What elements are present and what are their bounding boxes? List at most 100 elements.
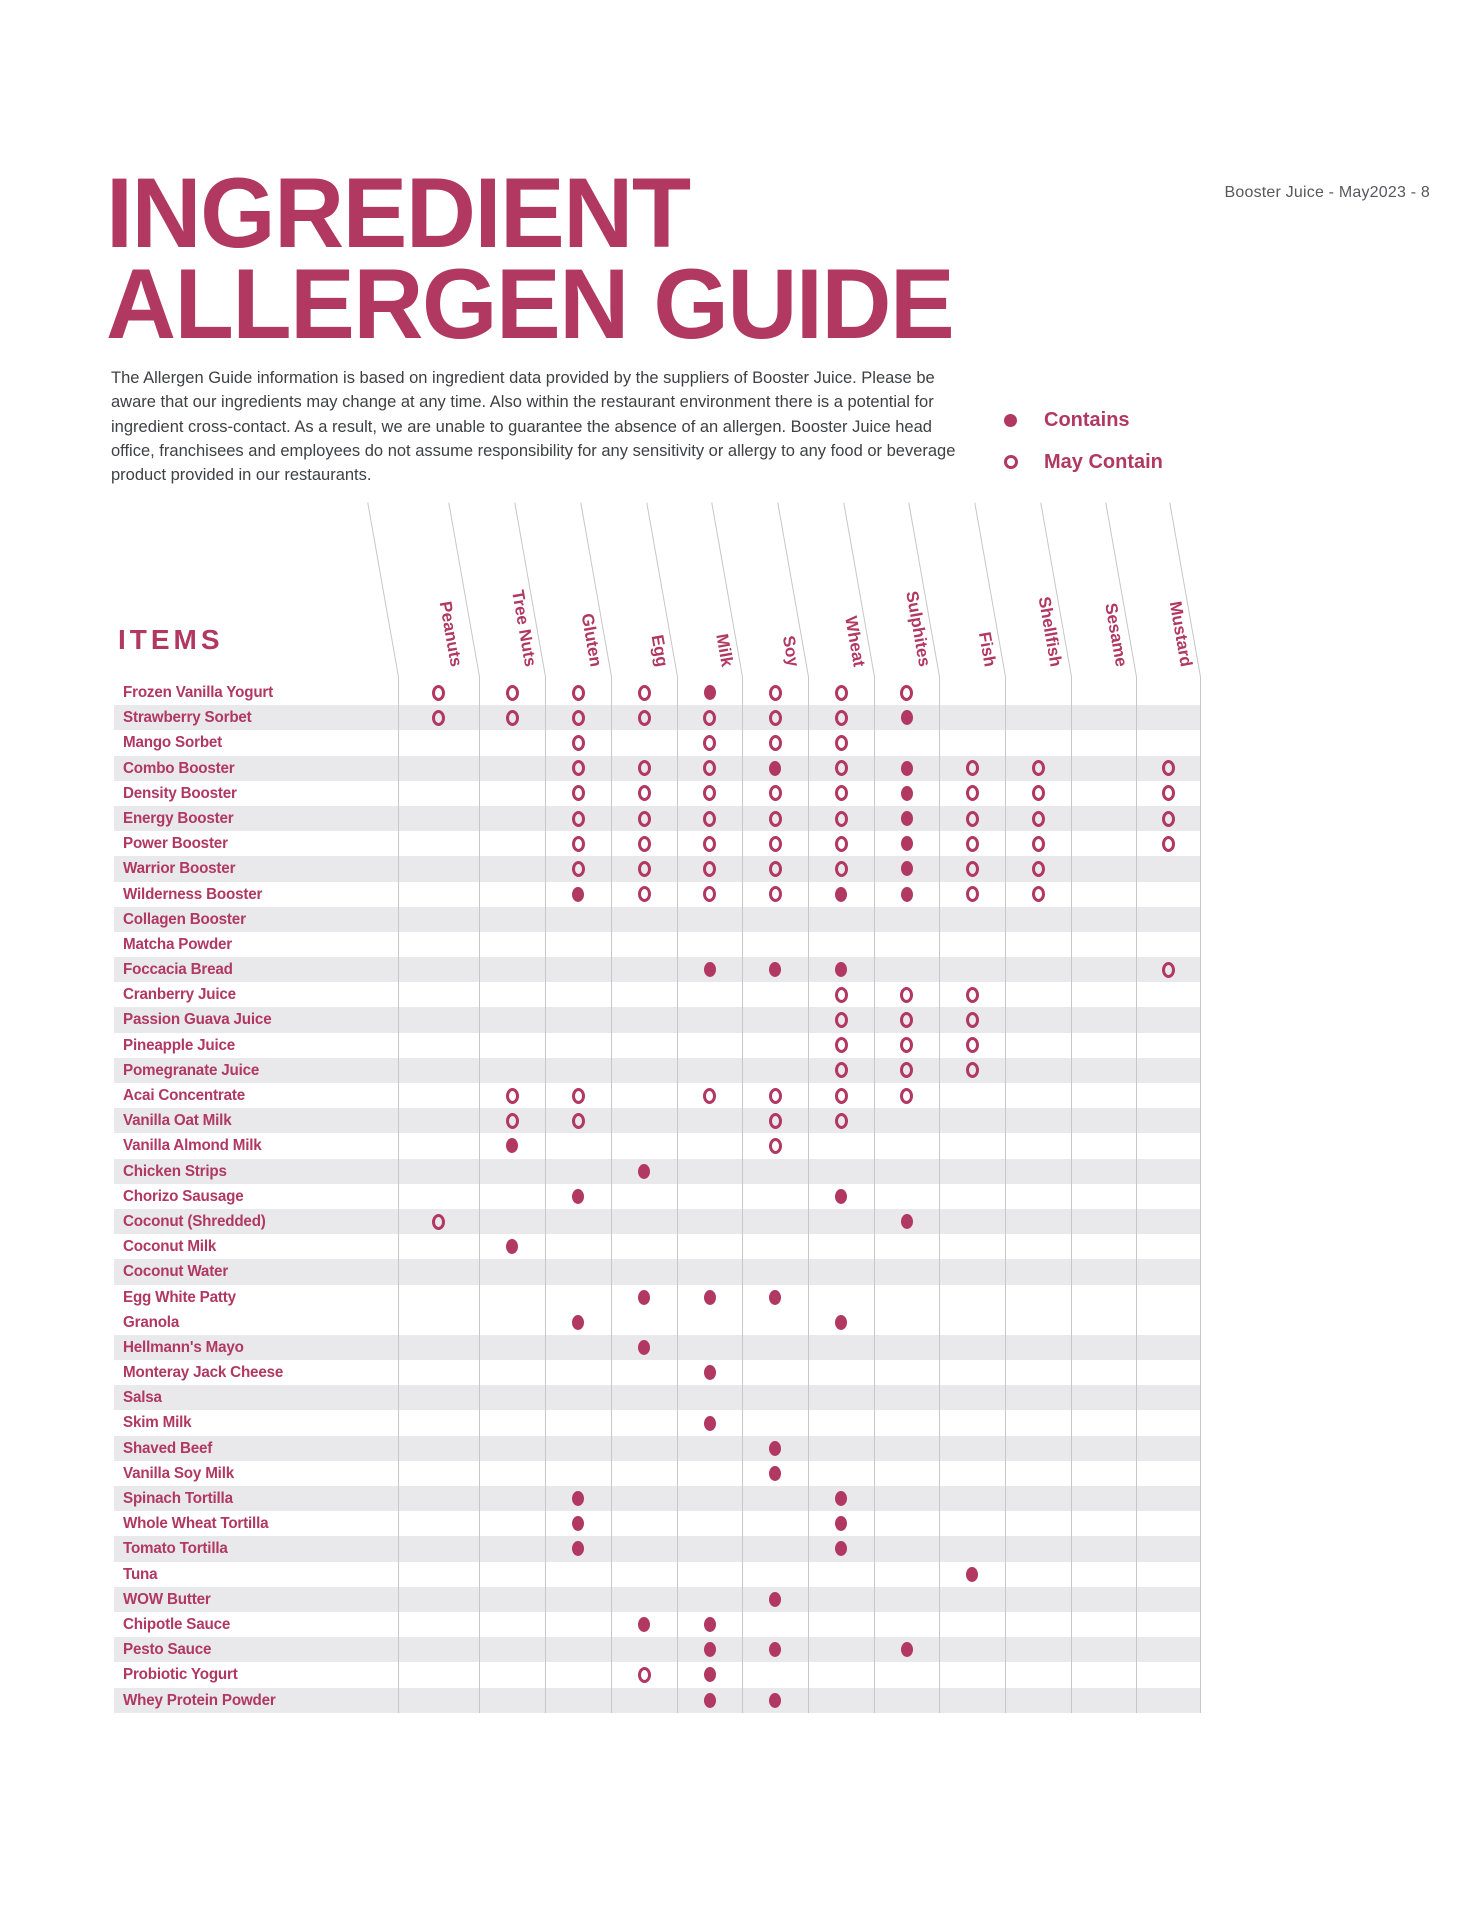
may-contain-mark bbox=[965, 835, 979, 852]
item-label: Chorizo Sausage bbox=[123, 1187, 244, 1205]
contains-mark bbox=[506, 1239, 518, 1255]
may-contain-mark bbox=[571, 734, 585, 751]
item-label: Coconut Water bbox=[123, 1263, 229, 1281]
item-label: Wilderness Booster bbox=[123, 885, 263, 903]
allergen-column-header: Mustard bbox=[1165, 599, 1196, 669]
row-stripe bbox=[114, 705, 1200, 731]
may-contain-mark bbox=[432, 709, 445, 726]
table-row: Coconut (Shredded) bbox=[0, 1208, 1484, 1235]
contains-mark bbox=[703, 1642, 716, 1658]
contains-mark bbox=[572, 1541, 584, 1557]
allergen-column-header: Sulphites bbox=[902, 589, 935, 669]
may-contain-mark bbox=[1031, 810, 1045, 827]
row-stripe bbox=[114, 957, 1200, 983]
may-contain-mark bbox=[571, 1112, 585, 1129]
row-stripe bbox=[114, 1108, 1200, 1134]
contains-mark bbox=[835, 886, 847, 902]
row-stripe bbox=[114, 755, 1200, 781]
contains-mark bbox=[572, 1188, 584, 1204]
contains-mark bbox=[638, 1617, 650, 1633]
may-contain-mark bbox=[900, 1037, 913, 1054]
table-row: Tuna bbox=[0, 1562, 1484, 1587]
legend-may-contain-row: May Contain bbox=[1004, 450, 1163, 474]
row-stripe bbox=[114, 1259, 1200, 1285]
contains-mark bbox=[900, 710, 913, 726]
table-row: Wilderness Booster bbox=[0, 882, 1484, 907]
item-label: Pomegranate Juice bbox=[123, 1061, 260, 1079]
contains-mark bbox=[769, 760, 781, 776]
item-label: Chicken Strips bbox=[123, 1162, 227, 1180]
contains-mark bbox=[835, 1541, 847, 1557]
item-label: Egg White Patty bbox=[123, 1288, 236, 1306]
contains-mark bbox=[638, 1289, 650, 1305]
may-contain-mark bbox=[1161, 835, 1175, 852]
may-contain-mark bbox=[1031, 785, 1045, 802]
may-contain-mark bbox=[571, 785, 585, 802]
table-row: Chicken Strips bbox=[0, 1158, 1484, 1184]
row-stripe bbox=[114, 1586, 1200, 1612]
may-contain-mark bbox=[703, 760, 716, 777]
may-contain-mark bbox=[834, 684, 848, 701]
item-label: Pesto Sauce bbox=[123, 1641, 212, 1659]
may-contain-mark bbox=[834, 760, 848, 777]
legend-contains-label: Contains bbox=[1044, 408, 1130, 431]
allergen-column-header: Sesame bbox=[1101, 601, 1132, 669]
table-row: Whey Protein Powder bbox=[0, 1687, 1484, 1713]
may-contain-mark bbox=[703, 860, 716, 877]
allergen-column-header: Soy bbox=[778, 634, 803, 669]
table-row: Power Booster bbox=[0, 831, 1484, 856]
may-contain-mark bbox=[768, 785, 782, 802]
table-row: Spinach Tortilla bbox=[0, 1486, 1484, 1512]
row-stripe bbox=[114, 1385, 1200, 1411]
column-divider-line bbox=[479, 677, 480, 1713]
row-stripe bbox=[114, 1158, 1200, 1184]
page-reference: Booster Juice - May2023 - 8 bbox=[1224, 184, 1430, 201]
item-label: Frozen Vanilla Yogurt bbox=[123, 684, 274, 701]
item-label: Energy Booster bbox=[123, 809, 234, 827]
column-divider-line bbox=[1200, 677, 1201, 1713]
may-contain-mark bbox=[768, 860, 782, 877]
allergen-column-header: Egg bbox=[647, 633, 672, 669]
may-contain-mark bbox=[768, 684, 782, 701]
table-row: Granola bbox=[0, 1310, 1484, 1335]
may-contain-mark bbox=[965, 760, 979, 777]
item-label: Matcha Powder bbox=[123, 935, 233, 953]
may-contain-mark bbox=[637, 760, 651, 777]
item-label: Spinach Tortilla bbox=[123, 1490, 233, 1507]
table-row: Whole Wheat Tortilla bbox=[0, 1511, 1484, 1536]
contains-mark bbox=[835, 1188, 847, 1204]
table-row: Skim Milk bbox=[0, 1410, 1484, 1435]
column-divider-line bbox=[874, 677, 875, 1713]
may-contain-mark bbox=[637, 886, 651, 903]
column-divider-line bbox=[1005, 677, 1006, 1713]
may-contain-mark bbox=[571, 684, 585, 701]
contains-mark bbox=[769, 962, 781, 978]
item-label: Strawberry Sorbet bbox=[123, 709, 252, 727]
may-contain-mark bbox=[900, 986, 913, 1003]
table-row: Shaved Beef bbox=[0, 1435, 1484, 1461]
page-title-line-1: INGREDIENT bbox=[106, 157, 691, 268]
may-contain-mark bbox=[768, 734, 782, 751]
may-contain-mark bbox=[900, 1062, 913, 1079]
table-row: Vanilla Almond Milk bbox=[0, 1133, 1484, 1158]
may-contain-mark bbox=[1161, 785, 1175, 802]
contains-mark bbox=[572, 1314, 584, 1330]
item-label: Combo Booster bbox=[123, 759, 235, 777]
table-row: Pomegranate Juice bbox=[0, 1057, 1484, 1083]
may-contain-mark bbox=[768, 886, 782, 903]
item-label: Probiotic Yogurt bbox=[123, 1666, 238, 1684]
row-stripe bbox=[114, 1637, 1200, 1663]
legend-contains-row: Contains bbox=[1004, 408, 1163, 432]
table-row: Warrior Booster bbox=[0, 856, 1484, 882]
table-row: Probiotic Yogurt bbox=[0, 1662, 1484, 1687]
may-contain-mark bbox=[768, 1112, 782, 1129]
table-row: Coconut Water bbox=[0, 1259, 1484, 1285]
may-contain-mark bbox=[834, 1112, 848, 1129]
contains-mark bbox=[769, 1642, 781, 1658]
item-label: Power Booster bbox=[123, 835, 228, 853]
may-contain-mark bbox=[965, 860, 979, 877]
contains-mark bbox=[835, 962, 847, 978]
may-contain-mark bbox=[834, 835, 848, 852]
row-stripe bbox=[114, 1334, 1200, 1361]
